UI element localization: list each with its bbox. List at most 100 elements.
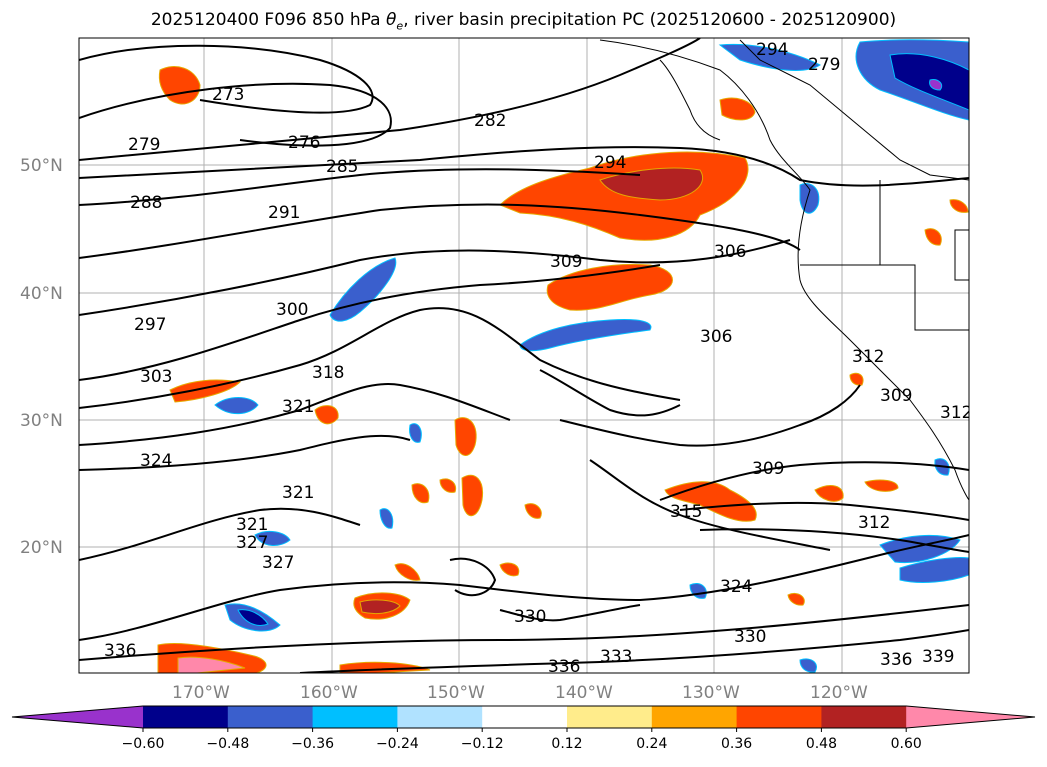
- precip-patch-neg-ne-purple: [929, 79, 943, 91]
- contour-label: 288: [130, 193, 162, 213]
- colorbar-tick-label: −0.24: [376, 736, 419, 752]
- contour-label: 336: [548, 657, 580, 677]
- contour-label: 276: [288, 133, 320, 153]
- contour-label: 321: [282, 483, 314, 503]
- contour-label: 285: [326, 157, 358, 177]
- precip-patch-c3: [411, 483, 430, 504]
- lat-label: 50°N: [20, 156, 63, 176]
- precip-patch-c4: [439, 478, 457, 493]
- colorbar-bin: [397, 706, 483, 728]
- colorbar-bin: [651, 706, 738, 728]
- colorbar-tick-label: 0.36: [721, 736, 752, 752]
- contour-label: 306: [714, 242, 746, 262]
- contour-label: 321: [282, 397, 314, 417]
- contour-label: 336: [880, 650, 912, 670]
- contour-label: 309: [550, 252, 582, 272]
- precip-patch-neg-3: [214, 397, 259, 415]
- contour-label: 282: [474, 111, 506, 131]
- gridlines: [79, 38, 969, 673]
- contour-label: 339: [922, 647, 954, 667]
- contour-label: 327: [236, 533, 268, 553]
- lon-label: 150°W: [427, 683, 485, 703]
- lon-label: 120°W: [810, 683, 868, 703]
- colorbar-tick-label: 0.12: [551, 736, 582, 752]
- precip-patch-s2: [359, 599, 401, 615]
- contour-label: 330: [514, 607, 546, 627]
- precip-patch-coast: [849, 372, 864, 386]
- latitude-labels: 50°N 40°N 30°N 20°N: [20, 156, 63, 558]
- colorbar-tick-label: 0.48: [806, 736, 837, 752]
- precip-patch-neg-1: [329, 257, 397, 322]
- precip-patch-sw-core: [177, 656, 246, 673]
- theta-e-contours: [79, 38, 969, 673]
- colorbar-bin: [143, 706, 229, 728]
- colorbar-bin: [567, 706, 653, 728]
- lon-label: 170°W: [172, 683, 230, 703]
- colorbar-extend-low: [12, 706, 143, 728]
- precip-patch-subtrop3: [864, 479, 899, 492]
- contour-label: 312: [858, 513, 890, 533]
- precip-patch-c5: [524, 503, 542, 519]
- precip-patch-s5: [394, 563, 421, 581]
- contour-label: 336: [104, 641, 136, 661]
- contour-label: 312: [852, 347, 884, 367]
- contour-label: 309: [752, 459, 784, 479]
- contour-label: 273: [212, 85, 244, 105]
- coastlines: [599, 39, 969, 501]
- lat-label: 20°N: [20, 538, 63, 558]
- precip-patch-e1: [787, 592, 805, 606]
- lat-label: 30°N: [20, 411, 63, 431]
- contour-label: 312: [940, 403, 972, 423]
- colorbar-tick-label: −0.12: [461, 736, 504, 752]
- lon-label: 160°W: [300, 683, 358, 703]
- contour-label: 279: [128, 135, 160, 155]
- contour-label: 297: [134, 315, 166, 335]
- plot-frame: [78, 37, 970, 674]
- contour-label: 321: [236, 515, 268, 535]
- contour-label: 279: [808, 55, 840, 75]
- contour-label: 315: [670, 502, 702, 522]
- precip-patch-nv: [924, 228, 942, 246]
- contour-label: 318: [312, 363, 344, 383]
- precip-patch-neg-11: [689, 583, 707, 599]
- colorbar-bin: [821, 706, 907, 728]
- precip-negative-patches: [214, 39, 969, 673]
- precip-patch-w2: [314, 405, 339, 425]
- precip-patch-neg-2: [519, 319, 652, 352]
- colorbar-bin: [482, 706, 568, 728]
- colorbar-extend-high: [906, 706, 1035, 728]
- contour-label: 291: [268, 203, 300, 223]
- precip-patch-c1: [454, 417, 477, 456]
- contour-label: 333: [600, 647, 632, 667]
- map-title: 2025120400 F096 850 hPa θe, river basin …: [150, 10, 897, 33]
- precip-patch-w1: [169, 379, 242, 403]
- colorbar-tick-label: −0.48: [206, 736, 249, 752]
- precip-patch-c2: [461, 474, 484, 517]
- contour-label: 309: [880, 386, 912, 406]
- precip-patch-neg-10: [379, 508, 394, 529]
- colorbar-bin: [227, 706, 314, 728]
- precip-patch-neg-9: [409, 423, 422, 443]
- precip-patch-neg-13: [799, 658, 817, 673]
- colorbar-tick-label: 0.60: [891, 736, 922, 752]
- lon-label: 130°W: [682, 683, 740, 703]
- precip-patch-bc: [719, 97, 756, 121]
- colorbar-bin: [736, 706, 822, 728]
- precip-patch-nv2: [949, 199, 969, 213]
- contour-label: 324: [140, 451, 172, 471]
- contour-label: 303: [140, 367, 172, 387]
- lat-label: 40°N: [20, 284, 63, 304]
- contour-label: 294: [756, 40, 788, 60]
- precip-patch-neg-5: [254, 530, 291, 546]
- colorbar-bin: [312, 706, 398, 728]
- contour-label: 324: [720, 577, 752, 597]
- precip-patch-gulf: [158, 66, 201, 105]
- contour-labels: 273 276 279 279 282 285 288 291 294 294 …: [104, 40, 972, 677]
- colorbar: −0.60 −0.48 −0.36 −0.24 −0.12 0.12 0.24 0.36 0.4…: [11, 705, 1036, 752]
- contour-label: 327: [262, 553, 294, 573]
- precip-patch-core: [599, 167, 703, 201]
- precip-patch-s4: [499, 562, 520, 577]
- lon-label: 140°W: [555, 683, 613, 703]
- contour-label: 330: [734, 627, 766, 647]
- precip-positive-patches: [157, 66, 969, 673]
